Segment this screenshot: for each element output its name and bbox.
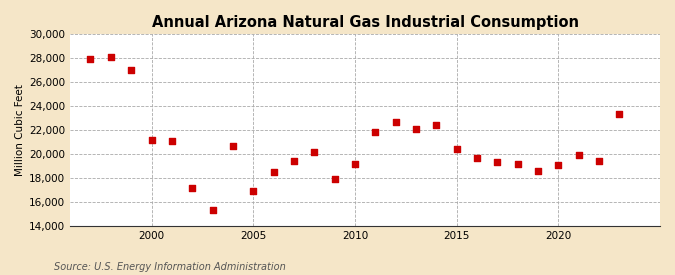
Point (309, 149, 320, 154)
Point (268, 170, 279, 174)
Point (227, 143, 238, 148)
Point (390, 119, 401, 124)
Point (248, 189, 259, 193)
Point (593, 159, 604, 163)
Point (126, 68, 136, 72)
Point (431, 123, 441, 127)
Point (350, 161, 360, 166)
Point (146, 137, 157, 142)
Point (573, 153, 584, 157)
Point (207, 208, 218, 213)
Point (288, 159, 299, 163)
Point (187, 185, 198, 190)
Point (85, 57, 96, 61)
Point (451, 147, 462, 151)
Point (553, 163, 564, 167)
Text: Source: U.S. Energy Information Administration: Source: U.S. Energy Information Administ… (54, 262, 286, 272)
Point (105, 54, 116, 59)
Point (512, 161, 523, 166)
Point (533, 169, 543, 173)
Point (410, 126, 421, 131)
Title: Annual Arizona Natural Gas Industrial Consumption: Annual Arizona Natural Gas Industrial Co… (152, 15, 578, 30)
Point (329, 177, 340, 181)
Point (370, 130, 381, 134)
Point (472, 155, 483, 160)
Point (167, 139, 178, 143)
Point (492, 160, 503, 164)
Y-axis label: Million Cubic Feet: Million Cubic Feet (15, 84, 25, 176)
Point (614, 112, 625, 117)
